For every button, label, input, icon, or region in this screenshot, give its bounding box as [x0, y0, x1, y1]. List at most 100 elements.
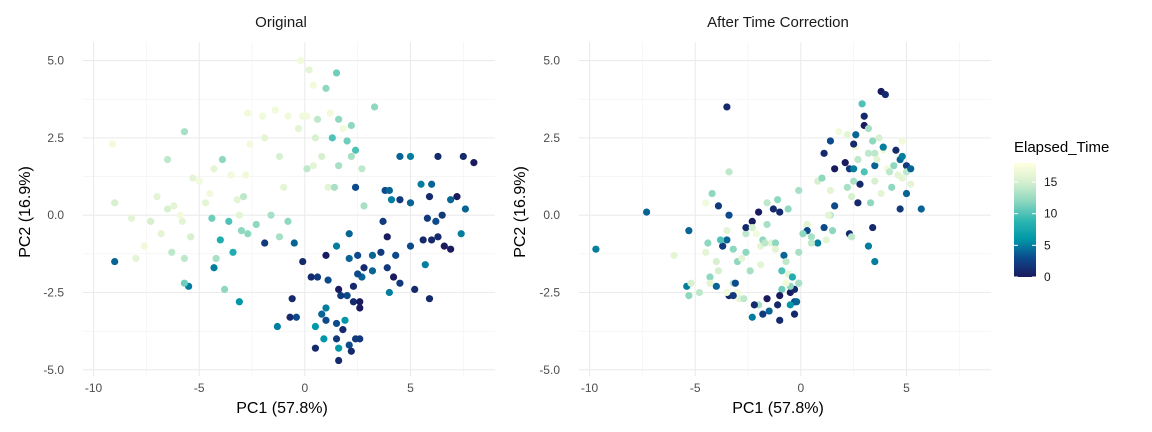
scatter-point [180, 279, 189, 287]
scatter-point [284, 217, 292, 225]
scatter-point [854, 155, 862, 164]
scatter-point [881, 90, 889, 99]
scatter-point [685, 291, 693, 300]
scatter-point [210, 165, 218, 173]
scatter-point [244, 230, 252, 238]
scatter-point [856, 180, 864, 188]
scatter-point [784, 205, 792, 213]
scatter-point [850, 140, 858, 148]
scatter-point [157, 230, 165, 238]
legend-tick-label: 10 [1044, 207, 1058, 221]
scatter-point [748, 313, 756, 321]
scatter-point [871, 162, 879, 170]
scatter-point [341, 316, 349, 324]
scatter-point [795, 279, 803, 287]
scatter-point [828, 227, 837, 235]
scatter-point [406, 242, 415, 250]
scatter-point [461, 205, 470, 213]
scatter-point [311, 322, 320, 331]
scatter-point [332, 335, 341, 343]
scatter-point [195, 177, 203, 185]
scatter-point [786, 301, 794, 309]
scatter-point [320, 335, 328, 343]
scatter-point [820, 149, 828, 157]
scatter-point [708, 189, 716, 198]
scatter-point [706, 273, 714, 281]
scatter-point [225, 217, 233, 225]
scatter-point [896, 205, 904, 213]
scatter-point [869, 223, 877, 232]
scatter-point [147, 217, 155, 225]
scatter-point [432, 217, 440, 225]
scatter-point [313, 273, 322, 281]
scatter-point [385, 288, 393, 297]
scatter-point [239, 193, 248, 201]
scatter-point [702, 199, 710, 207]
scatter-point [396, 279, 404, 287]
scatter-point [799, 230, 807, 238]
scatter-point [322, 304, 330, 312]
scatter-point [286, 313, 294, 321]
scatter-point [332, 69, 341, 77]
scatter-point [687, 279, 695, 287]
scatter-point [206, 189, 214, 198]
scatter-point [335, 344, 343, 352]
panel-after-time-correction-y-tick-label: 5.0 [543, 54, 560, 68]
scatter-point [780, 251, 788, 259]
scatter-point [322, 84, 330, 92]
scatter-point [447, 196, 455, 204]
scatter-point [337, 291, 345, 300]
legend: Elapsed_Time 0 5 10 15 [1014, 139, 1109, 284]
scatter-point [267, 211, 275, 219]
scatter-point [712, 257, 720, 266]
panel-after-time-correction-points [592, 87, 925, 324]
scatter-point [318, 310, 326, 318]
scatter-point [917, 205, 925, 213]
scatter-point [902, 189, 911, 198]
scatter-point [459, 152, 467, 161]
scatter-point [108, 140, 117, 148]
scatter-point [299, 257, 307, 266]
scatter-point [347, 347, 355, 355]
scatter-point [368, 267, 377, 275]
panel-original-points [108, 56, 478, 365]
panel-original-y-axis-title: PC2 (16.9%) [17, 166, 34, 258]
legend-colorbar [1014, 163, 1036, 277]
scatter-point [385, 186, 393, 195]
scatter-point [246, 140, 254, 148]
scatter-point [457, 230, 465, 238]
panel-original-x-tick-label: 0 [302, 381, 309, 395]
scatter-point [782, 279, 790, 287]
panel-original-x-tick-label: 5 [407, 381, 414, 395]
scatter-point [822, 236, 830, 244]
scatter-point [748, 223, 756, 232]
panel-after-time-correction-title: After Time Correction [707, 14, 849, 31]
scatter-point [888, 183, 896, 191]
scatter-point [383, 264, 391, 272]
scatter-point [347, 152, 355, 161]
scatter-point [335, 162, 343, 170]
scatter-point [885, 168, 894, 176]
panel-original-y-tick-label: -2.5 [43, 286, 64, 300]
scatter-point [820, 223, 828, 232]
scatter-point [776, 316, 784, 324]
panel-original-y-tick-label: -5.0 [43, 363, 64, 377]
scatter-point [714, 267, 723, 275]
scatter-point [858, 100, 866, 108]
scatter-point [244, 109, 252, 117]
scatter-point [824, 211, 832, 219]
scatter-point [233, 196, 241, 204]
panel-original-y-tick-label: 2.5 [47, 131, 64, 145]
panel-after-time-correction-x-axis-title: PC1 (57.8%) [732, 400, 824, 417]
scatter-point [288, 295, 296, 303]
scatter-point [356, 298, 364, 306]
scatter-point [898, 152, 906, 161]
scatter-point [759, 310, 767, 318]
scatter-point [235, 298, 243, 306]
scatter-point [423, 214, 431, 222]
panel-original-x-tick-labels: -10 -5 0 5 [85, 381, 414, 395]
scatter-point [453, 193, 461, 201]
scatter-point [168, 248, 176, 256]
scatter-point [782, 257, 790, 266]
